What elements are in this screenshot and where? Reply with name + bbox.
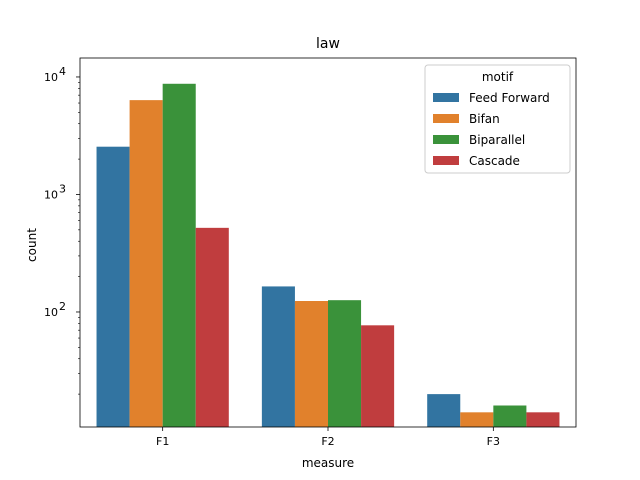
- y-tick-exponent: 4: [59, 65, 66, 78]
- bar-biparallel-f3: [493, 405, 527, 427]
- y-tick-exponent: 3: [59, 182, 66, 195]
- bar-feed-forward-f1: [96, 146, 130, 428]
- bar-biparallel-f2: [328, 300, 362, 427]
- bar-cascade-f2: [361, 325, 395, 427]
- chart-title: law: [316, 36, 340, 52]
- x-axis-label: measure: [302, 456, 354, 470]
- legend-swatch: [433, 93, 459, 102]
- x-tick-label: F1: [156, 435, 169, 448]
- bars-group: [96, 83, 560, 428]
- legend-label: Cascade: [469, 154, 520, 168]
- x-tick-label: F3: [487, 435, 500, 448]
- y-axis-label: count: [25, 228, 39, 262]
- bar-biparallel-f1: [162, 83, 196, 427]
- legend-label: Biparallel: [469, 133, 525, 147]
- bar-bifan-f2: [294, 301, 328, 427]
- legend-swatch: [433, 114, 459, 123]
- bar-cascade-f3: [526, 412, 560, 427]
- y-tick-label: 10: [44, 188, 58, 201]
- legend-label: Feed Forward: [469, 91, 550, 105]
- legend-label: Bifan: [469, 112, 500, 126]
- x-tick-label: F2: [321, 435, 334, 448]
- bar-bifan-f3: [460, 412, 494, 427]
- legend-title: motif: [482, 70, 514, 84]
- bar-bifan-f1: [129, 100, 163, 428]
- y-tick-label: 10: [44, 306, 58, 319]
- y-tick-label: 10: [44, 71, 58, 84]
- bar-cascade-f1: [195, 227, 229, 427]
- y-tick-exponent: 2: [59, 300, 66, 313]
- legend-swatch: [433, 135, 459, 144]
- bar-feed-forward-f3: [427, 394, 461, 427]
- bar-feed-forward-f2: [261, 286, 295, 427]
- legend: motif Feed Forward Bifan Biparallel Cascade: [424, 64, 571, 174]
- legend-box: [424, 64, 571, 174]
- legend-swatch: [433, 156, 459, 165]
